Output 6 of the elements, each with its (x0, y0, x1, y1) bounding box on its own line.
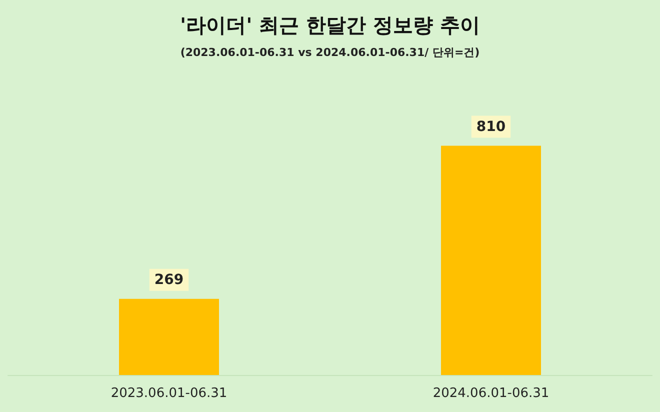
data-label: 810 (476, 118, 506, 135)
data-label: 269 (154, 272, 184, 288)
x-tick-label: 2023.06.01-06.31 (110, 386, 228, 401)
x-tick-label: 2024.06.01-06.31 (432, 386, 550, 401)
chart-subtitle: (2023.06.01-06.31 vs 2024.06.01-06.31/ 단위=건) (180, 46, 480, 59)
chart-title: '라이더' 최근 한달간 정보량 추이 (180, 13, 480, 37)
